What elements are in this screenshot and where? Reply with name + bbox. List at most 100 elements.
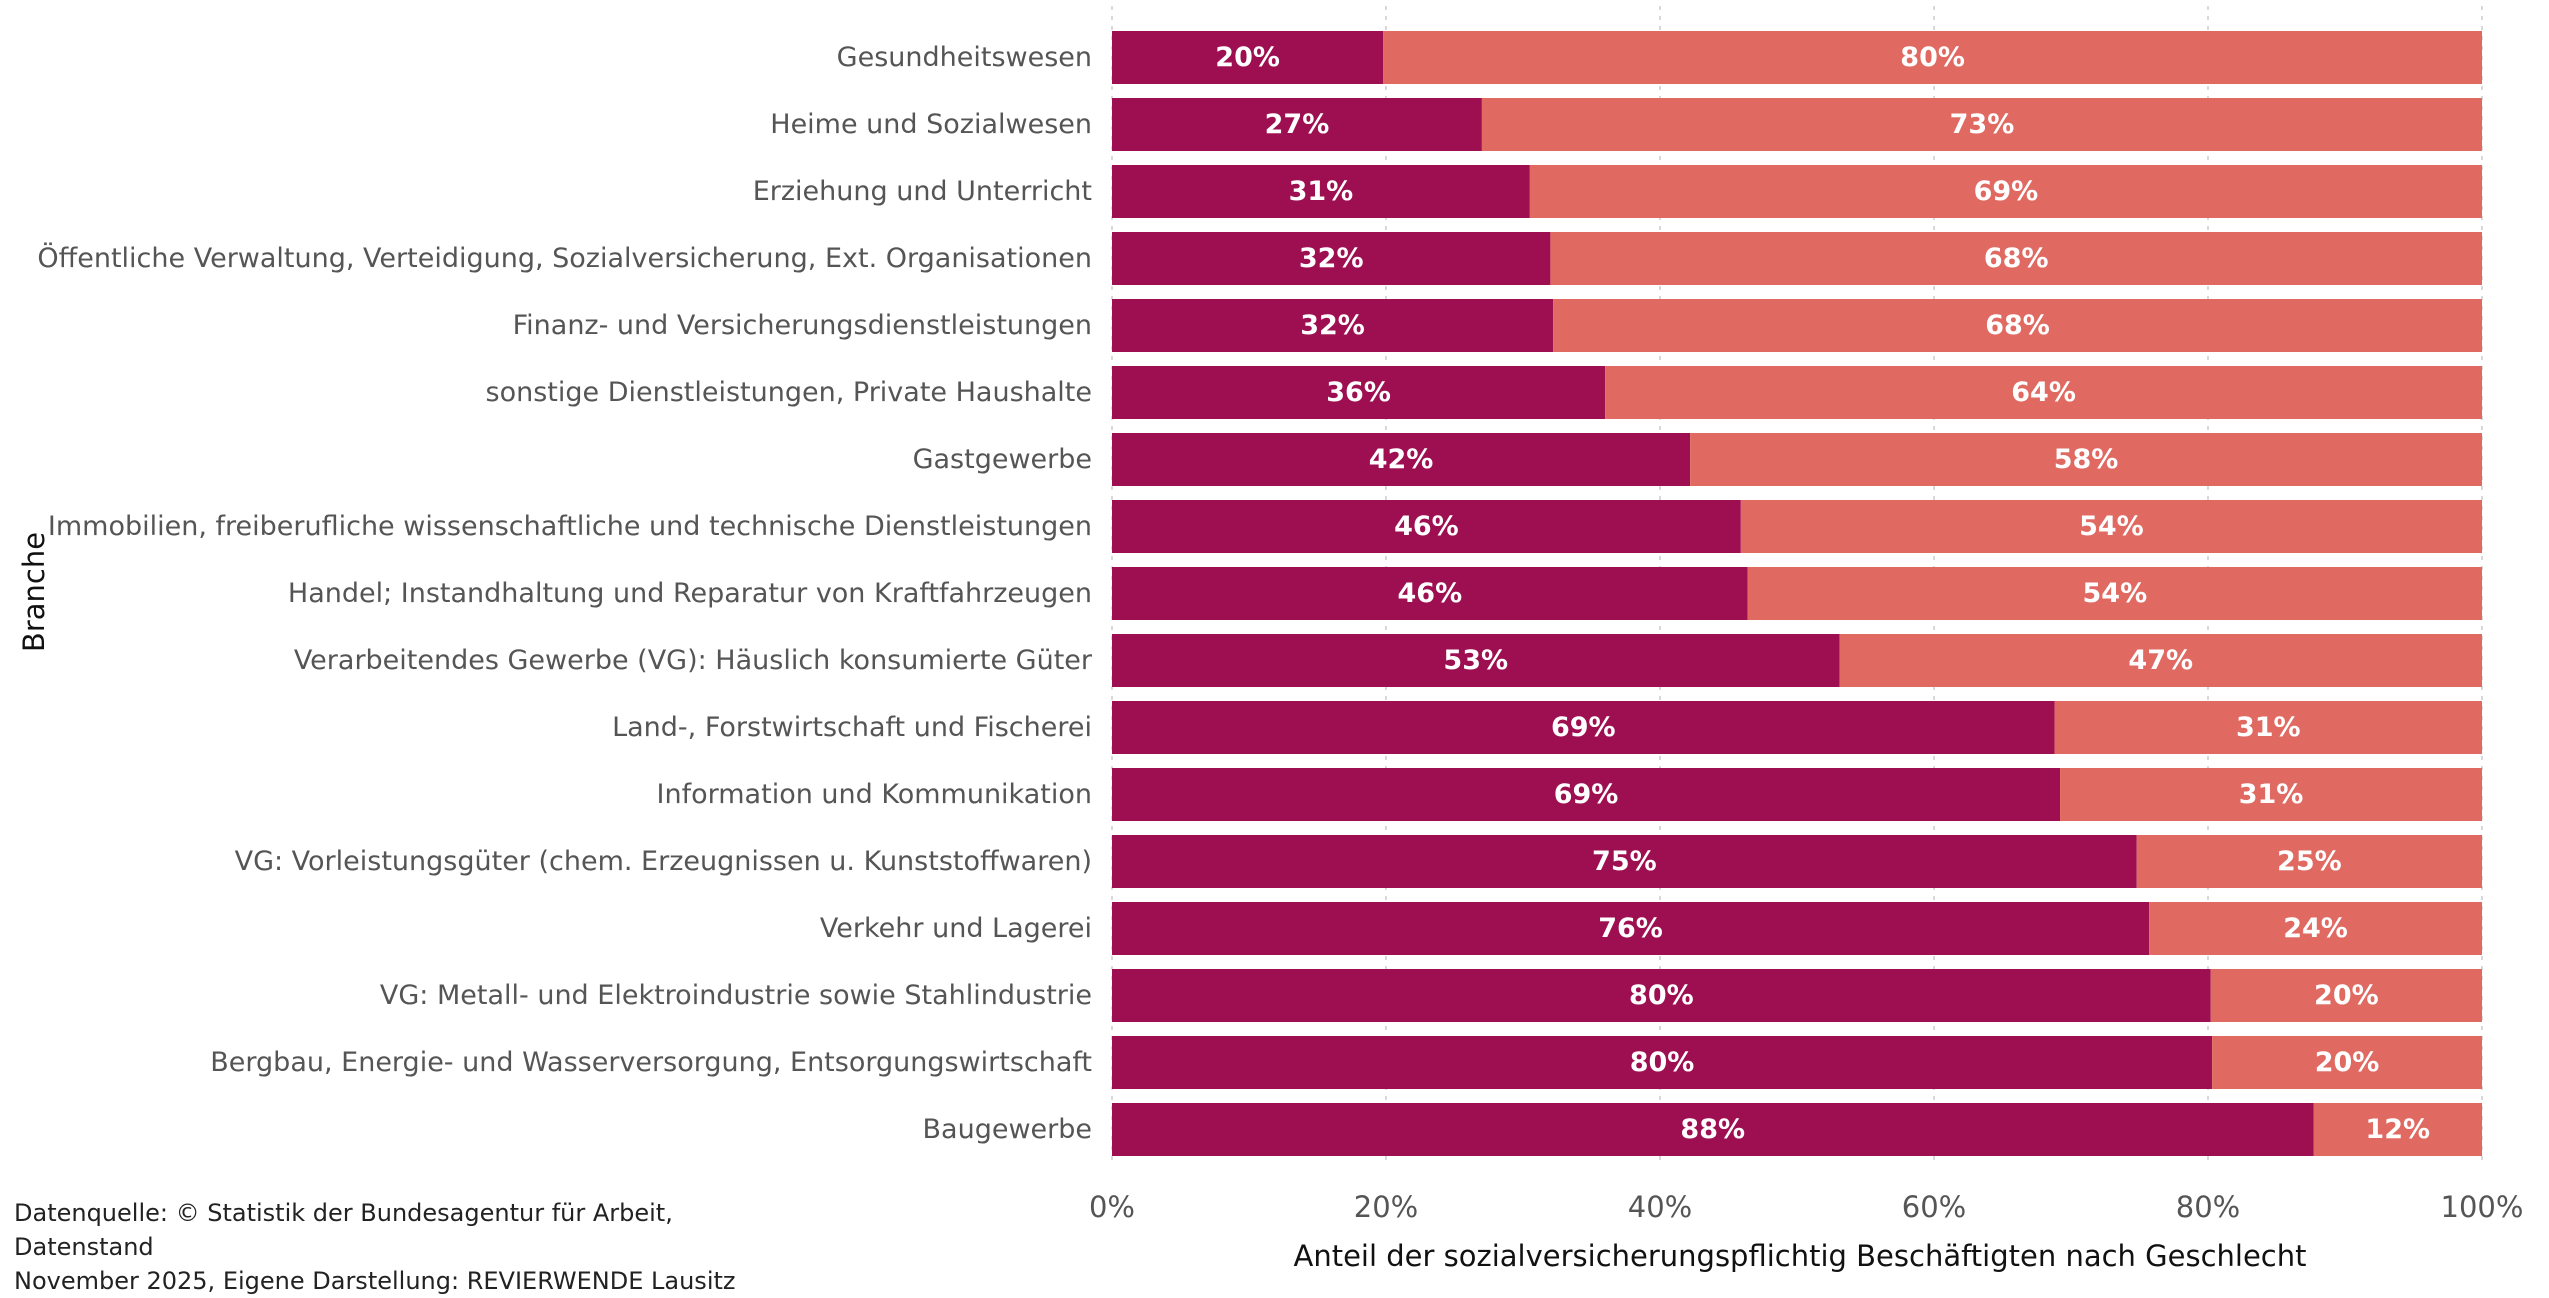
bar-segment-series-2 xyxy=(1839,634,2482,687)
category-label: Handel; Instandhaltung und Reparatur von… xyxy=(288,578,1092,609)
bar-segment-series-2 xyxy=(2149,902,2482,955)
bar-segment-series-2 xyxy=(1690,433,2482,486)
data-label: 32% xyxy=(1300,310,1365,341)
bar-segment-series-1 xyxy=(1112,165,1530,218)
bar-segment-series-2 xyxy=(1383,31,2482,84)
data-label: 54% xyxy=(2079,511,2144,542)
data-label: 32% xyxy=(1299,243,1364,274)
stacked-bar-chart: 20% 80% 27% 73% 31% 69% 32% 68% 32% 68% 36% 64% 42% 5… xyxy=(17,6,2523,1272)
data-label: 31% xyxy=(1289,176,1354,207)
bar-segment-series-1 xyxy=(1112,433,1691,486)
category-label: Finanz- und Versicherungsdienstleistunge… xyxy=(513,310,1092,341)
category-label: Verarbeitendes Gewerbe (VG): Häuslich ko… xyxy=(294,645,1093,676)
bar-segment-series-1 xyxy=(1112,31,1384,84)
data-label: 46% xyxy=(1398,578,1463,609)
category-label: Baugewerbe xyxy=(923,1114,1092,1145)
category-label: VG: Metall- und Elektroindustrie sowie S… xyxy=(380,980,1092,1011)
category-label: Information und Kommunikation xyxy=(657,779,1092,810)
category-label: VG: Vorleistungsgüter (chem. Erzeugnisse… xyxy=(235,846,1092,877)
data-label: 53% xyxy=(1443,645,1508,676)
bar-segment-series-1 xyxy=(1112,902,2150,955)
data-label: 31% xyxy=(2236,712,2301,743)
bar-segment-series-1 xyxy=(1112,1036,2213,1089)
data-label: 54% xyxy=(2083,578,2148,609)
bar-segment-series-2 xyxy=(2313,1103,2482,1156)
bar-segment-series-1 xyxy=(1112,366,1606,419)
data-label: 20% xyxy=(2315,1047,2380,1078)
bar-segment-series-2 xyxy=(2212,1036,2482,1089)
y-axis-title: Branche xyxy=(17,532,51,652)
data-label: 31% xyxy=(2239,779,2304,810)
bar-segment-series-1 xyxy=(1112,835,2137,888)
data-label: 68% xyxy=(1985,310,2050,341)
bar-segment-series-2 xyxy=(1605,366,2482,419)
data-label: 20% xyxy=(1215,42,1280,73)
category-labels: Gesundheitswesen Heime und Sozialwesen Erz… xyxy=(37,42,1092,1145)
data-label: 24% xyxy=(2283,913,2348,944)
data-label: 75% xyxy=(1592,846,1657,877)
bar-segment-series-1 xyxy=(1112,500,1741,553)
data-label: 12% xyxy=(2365,1114,2430,1145)
data-label: 69% xyxy=(1551,712,1616,743)
category-label: sonstige Dienstleistungen, Private Haush… xyxy=(486,377,1092,408)
bar-segment-series-2 xyxy=(1553,299,2482,352)
x-axis-ticks: 0% 20% 40% 60% 80% 100% xyxy=(1089,1190,2523,1224)
x-tick-label: 0% xyxy=(1089,1190,1135,1224)
bar-segment-series-1 xyxy=(1112,232,1551,285)
bar-segment-series-2 xyxy=(2060,768,2482,821)
bars: 20% 80% 27% 73% 31% 69% 32% 68% 32% 68% 36% 64% 42% 5… xyxy=(1112,31,2482,1156)
x-tick-label: 40% xyxy=(1628,1190,1692,1224)
data-label: 64% xyxy=(2011,377,2076,408)
data-label: 80% xyxy=(1900,42,1965,73)
bar-segment-series-2 xyxy=(2054,701,2482,754)
data-label: 73% xyxy=(1950,109,2015,140)
category-label: Land-, Forstwirtschaft und Fischerei xyxy=(612,712,1092,743)
x-axis-title: Anteil der sozialversicherungspflichtig … xyxy=(1293,1239,2306,1272)
data-label: 76% xyxy=(1598,913,1663,944)
data-label: 42% xyxy=(1369,444,1434,475)
data-label: 20% xyxy=(2314,980,2379,1011)
data-label: 69% xyxy=(1554,779,1619,810)
bar-segment-series-1 xyxy=(1112,634,1840,687)
x-tick-label: 100% xyxy=(2441,1190,2524,1224)
data-label: 69% xyxy=(1974,176,2039,207)
bar-segment-series-1 xyxy=(1112,299,1554,352)
bar-segment-series-1 xyxy=(1112,1103,2314,1156)
category-label: Immobilien, freiberufliche wissenschaftl… xyxy=(48,511,1092,542)
x-tick-label: 60% xyxy=(1902,1190,1966,1224)
bar-segment-series-2 xyxy=(2136,835,2482,888)
bar-segment-series-2 xyxy=(1740,500,2482,553)
source-note: Datenquelle: © Statistik der Bundesagent… xyxy=(14,1196,814,1298)
category-label: Gesundheitswesen xyxy=(837,42,1092,73)
bar-segment-series-1 xyxy=(1112,768,2061,821)
bar-segment-series-2 xyxy=(1481,98,2482,151)
data-label: 47% xyxy=(2128,645,2193,676)
data-label: 46% xyxy=(1394,511,1459,542)
category-label: Gastgewerbe xyxy=(913,444,1092,475)
data-label: 80% xyxy=(1629,980,1694,1011)
category-label: Bergbau, Energie- und Wasserversorgung, … xyxy=(210,1047,1092,1078)
x-tick-label: 80% xyxy=(2176,1190,2240,1224)
bar-segment-series-2 xyxy=(2210,969,2482,1022)
category-label: Öffentliche Verwaltung, Verteidigung, So… xyxy=(37,242,1092,274)
category-label: Verkehr und Lagerei xyxy=(820,913,1092,944)
data-label: 88% xyxy=(1680,1114,1745,1145)
data-label: 58% xyxy=(2054,444,2119,475)
bar-segment-series-1 xyxy=(1112,567,1748,620)
bar-segment-series-2 xyxy=(1747,567,2482,620)
data-label: 36% xyxy=(1326,377,1391,408)
bar-segment-series-2 xyxy=(1550,232,2482,285)
bar-segment-series-2 xyxy=(1529,165,2482,218)
source-line-2: November 2025, Eigene Darstellung: REVIE… xyxy=(14,1267,736,1295)
bar-segment-series-1 xyxy=(1112,98,1482,151)
category-label: Heime und Sozialwesen xyxy=(770,109,1092,140)
data-label: 27% xyxy=(1265,109,1330,140)
bar-segment-series-1 xyxy=(1112,701,2055,754)
data-label: 80% xyxy=(1630,1047,1695,1078)
bar-segment-series-1 xyxy=(1112,969,2211,1022)
data-label: 68% xyxy=(1984,243,2049,274)
source-line-1: Datenquelle: © Statistik der Bundesagent… xyxy=(14,1199,673,1261)
x-tick-label: 20% xyxy=(1354,1190,1418,1224)
data-label: 25% xyxy=(2277,846,2342,877)
category-label: Erziehung und Unterricht xyxy=(753,176,1092,207)
